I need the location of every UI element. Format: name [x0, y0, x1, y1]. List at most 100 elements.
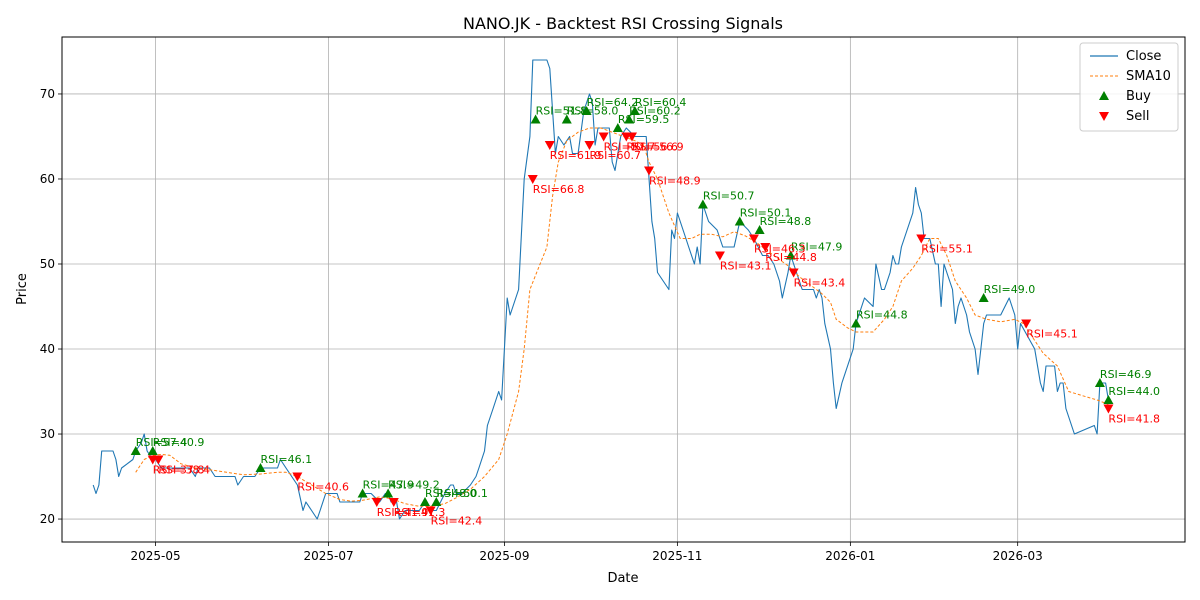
buy-marker	[530, 114, 541, 124]
sell-marker	[644, 166, 655, 176]
sell-signal-label: RSI=56.6	[626, 140, 678, 153]
sell-marker	[371, 498, 382, 508]
buy-signal-label: RSI=58.0	[567, 104, 619, 117]
x-tick-label: 2026-03	[993, 549, 1043, 563]
buy-marker	[383, 488, 394, 498]
buy-signal-label: RSI=64.2	[587, 96, 639, 109]
sell-signal-label: RSI=61.9	[550, 149, 602, 162]
y-tick-label: 70	[40, 87, 55, 101]
buy-marker	[1094, 378, 1105, 388]
y-tick-label: 60	[40, 172, 55, 186]
sell-marker	[627, 132, 638, 142]
buy-signal-label: RSI=44.0	[1108, 385, 1160, 398]
buy-marker	[581, 105, 592, 115]
buy-signal-label: RSI=60.2	[629, 104, 681, 117]
buy-signal-label: RSI=48.8	[760, 215, 812, 228]
chart-title: NANO.JK - Backtest RSI Crossing Signals	[463, 14, 783, 33]
sell-signal-label: RSI=41.9	[377, 506, 429, 519]
sell-signal-label: RSI=60.7	[589, 149, 641, 162]
sell-signal-label: RSI=46.3	[754, 242, 806, 255]
sell-signal-label: RSI=44.8	[765, 251, 817, 264]
buy-marker	[785, 250, 796, 260]
sell-marker	[598, 132, 609, 142]
x-tick-label: 2025-05	[131, 549, 181, 563]
buy-signal-label: RSI=51.8	[536, 104, 588, 117]
sell-marker	[425, 506, 436, 516]
sell-signal-label: RSI=48.9	[649, 174, 701, 187]
plot-frame	[61, 36, 1186, 543]
sell-signal-label: RSI=43.4	[794, 276, 846, 289]
x-tick-label: 2025-07	[304, 549, 354, 563]
sell-marker	[584, 140, 595, 150]
sell-marker	[153, 455, 164, 465]
legend: Close SMA10 Buy Sell	[1079, 42, 1179, 132]
buy-marker	[1103, 395, 1114, 405]
series-layer	[92, 59, 1109, 520]
sell-signal-label: RSI=56.9	[632, 140, 684, 153]
y-tick-label: 20	[40, 512, 55, 526]
sell-signal-label: RSI=66.8	[533, 183, 585, 196]
sell-marker	[1021, 319, 1032, 329]
buy-marker	[612, 122, 623, 132]
sell-marker	[916, 234, 927, 244]
buy-signal-label: RSI=46.1	[261, 453, 313, 466]
sell-marker	[714, 251, 725, 261]
sell-marker	[544, 140, 555, 150]
buy-marker	[624, 114, 635, 124]
buy-signal-label: RSI=59.5	[618, 113, 670, 126]
buy-marker	[130, 446, 141, 456]
x-axis: 2025-05 2025-07 2025-09 2025-11 2026-01 2026-…	[131, 542, 1043, 563]
buy-marker	[978, 293, 989, 303]
legend-label: SMA10	[1126, 69, 1171, 84]
buy-marker	[561, 114, 572, 124]
sell-marker	[788, 268, 799, 278]
sell-marker	[760, 242, 771, 252]
buy-marker	[147, 446, 158, 456]
sell-signal-label: RSI=41.3	[394, 506, 446, 519]
legend-label: Sell	[1126, 109, 1149, 124]
sell-marker	[527, 174, 538, 184]
sell-marker	[388, 498, 399, 508]
sell-signal-label: RSI=40.6	[297, 481, 349, 494]
sell-marker	[748, 234, 759, 244]
sell-marker	[292, 472, 303, 482]
buy-marker	[629, 105, 640, 115]
y-tick-label: 30	[40, 427, 55, 441]
sell-signal-label: RSI=38.4	[158, 464, 210, 477]
sell-marker	[1103, 404, 1114, 414]
buy-signal-label: RSI=40.9	[153, 436, 205, 449]
sell-signal-label: RSI=43.1	[720, 259, 772, 272]
sell-signal-label: RSI=41.8	[1108, 413, 1160, 426]
buy-signal-label: RSI=49.2	[388, 479, 440, 492]
grid	[62, 37, 1185, 542]
sell-signal-label: RSI=42.4	[431, 515, 483, 528]
buy-marker	[697, 199, 708, 209]
legend-label: Buy	[1126, 89, 1151, 104]
buy-signal-label: RSI=50.1	[740, 206, 792, 219]
buy-marker	[357, 488, 368, 498]
buy-signal-label: RSI=50.1	[436, 487, 488, 500]
x-axis-label: Date	[607, 571, 638, 586]
buy-signal-label: RSI=48.0	[425, 487, 477, 500]
buy-signal-label: RSI=49.0	[984, 283, 1036, 296]
x-tick-label: 2025-11	[652, 549, 702, 563]
y-axis-label: Price	[15, 273, 30, 305]
legend-box	[1079, 42, 1179, 132]
buy-marker	[431, 497, 442, 507]
buy-signal-label: RSI=57.4	[136, 436, 188, 449]
signal-markers	[130, 105, 1114, 516]
x-tick-label: 2025-09	[479, 549, 529, 563]
buy-marker	[419, 497, 430, 507]
legend-label: Close	[1126, 49, 1161, 64]
buy-signal-label: RSI=44.8	[856, 309, 908, 322]
x-tick-label: 2026-01	[825, 549, 875, 563]
buy-signal-label: RSI=47.9	[791, 240, 843, 253]
buy-marker	[754, 224, 765, 234]
legend-sell-swatch	[1099, 112, 1109, 121]
sell-signal-label: RSI=55.1	[921, 242, 973, 255]
buy-signal-label: RSI=50.7	[703, 189, 755, 202]
sell-signal-label: RSI=57.7	[604, 140, 656, 153]
